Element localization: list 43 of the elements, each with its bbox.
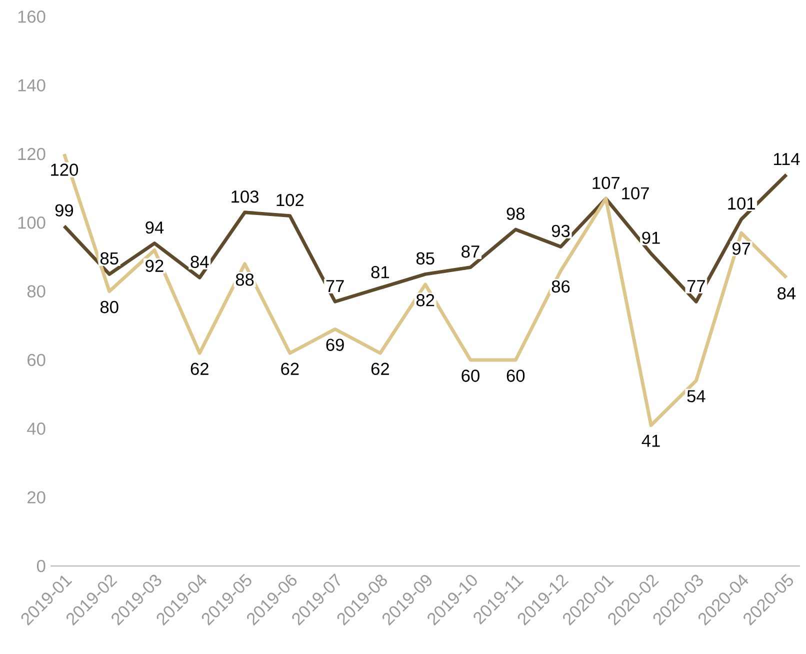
data-label: 94 bbox=[146, 221, 164, 234]
data-label: 91 bbox=[642, 232, 660, 244]
data-label: 77 bbox=[687, 280, 705, 292]
y-tick-label: 0 bbox=[36, 560, 46, 572]
data-label: 87 bbox=[462, 245, 480, 258]
data-label: 98 bbox=[506, 208, 525, 220]
data-label: 88 bbox=[236, 273, 254, 286]
data-label: 62 bbox=[190, 362, 208, 376]
y-tick-label: 40 bbox=[27, 422, 46, 435]
data-label: 84 bbox=[778, 287, 796, 300]
data-label: 60 bbox=[462, 370, 480, 382]
data-label: 62 bbox=[371, 362, 389, 376]
data-label: 97 bbox=[732, 242, 750, 255]
data-label: 69 bbox=[326, 338, 344, 351]
data-label: 102 bbox=[276, 194, 304, 206]
data-label: 81 bbox=[371, 266, 389, 278]
data-label: 77 bbox=[326, 280, 344, 292]
data-label: 93 bbox=[552, 224, 570, 238]
data-label: 62 bbox=[281, 362, 299, 376]
data-label: 85 bbox=[100, 252, 118, 265]
data-label: 114 bbox=[774, 153, 800, 165]
y-tick-label: 60 bbox=[28, 354, 46, 366]
data-label: 60 bbox=[506, 370, 525, 382]
data-label: 85 bbox=[416, 252, 434, 265]
y-tick-label: 100 bbox=[18, 216, 46, 229]
data-label: 120 bbox=[51, 164, 78, 176]
data-label: 84 bbox=[190, 256, 209, 268]
data-label: 41 bbox=[642, 434, 660, 447]
y-tick-label: 140 bbox=[18, 79, 46, 92]
y-tick-label: 80 bbox=[27, 285, 46, 298]
data-label: 82 bbox=[416, 294, 434, 306]
data-label: 107 bbox=[592, 176, 620, 190]
data-label: 107 bbox=[622, 187, 649, 200]
data-label: 99 bbox=[55, 204, 74, 216]
data-label: 92 bbox=[146, 260, 164, 272]
data-label: 101 bbox=[728, 197, 755, 210]
y-tick-label: 20 bbox=[28, 491, 46, 504]
data-label: 103 bbox=[232, 190, 258, 203]
data-label: 86 bbox=[552, 280, 570, 293]
y-tick-label: 160 bbox=[18, 10, 46, 23]
y-tick-label: 120 bbox=[18, 148, 46, 160]
data-label: 80 bbox=[100, 300, 118, 314]
data-label: 54 bbox=[687, 390, 706, 402]
